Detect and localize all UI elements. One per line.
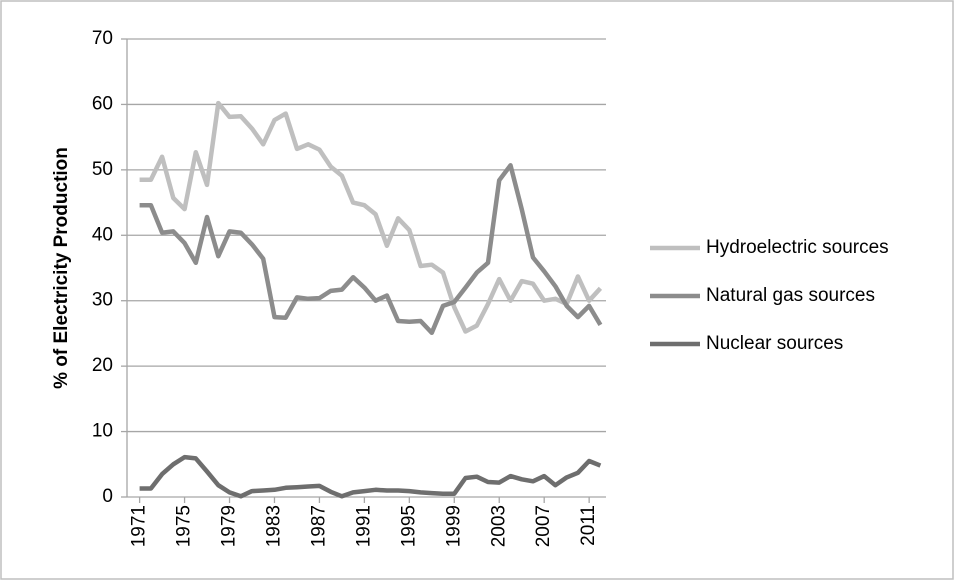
x-tick-label: 1983 (263, 505, 284, 547)
x-tick-label: 1971 (129, 505, 150, 547)
x-tick-label: 1979 (219, 505, 240, 547)
y-tick-label: 10 (92, 421, 113, 442)
x-tick-label: 1995 (398, 505, 419, 547)
y-tick-label: 60 (92, 93, 113, 114)
series-line (139, 163, 603, 336)
y-tick-label: 70 (92, 28, 113, 49)
x-tick-label: 1975 (174, 505, 195, 547)
y-tick-label: 40 (92, 224, 113, 245)
y-axis-label: % of Electricity Production (51, 147, 72, 389)
x-tick-label: 1987 (308, 505, 329, 547)
legend-label: Natural gas sources (706, 285, 875, 306)
x-tick-label: 2007 (533, 505, 554, 547)
series-line (139, 454, 602, 499)
legend-label: Nuclear sources (706, 333, 843, 354)
x-tick-label: 1991 (353, 505, 374, 547)
legend-label: Hydroelectric sources (706, 237, 889, 258)
x-tick-label: 1999 (443, 505, 464, 547)
y-tick-label: 30 (92, 290, 113, 311)
y-tick-label: 20 (92, 355, 113, 376)
x-tick-label: 2003 (488, 505, 509, 547)
x-tick-label: 2011 (578, 505, 599, 546)
series-line (139, 100, 603, 334)
y-tick-label: 0 (102, 486, 113, 507)
y-tick-label: 50 (92, 159, 113, 180)
